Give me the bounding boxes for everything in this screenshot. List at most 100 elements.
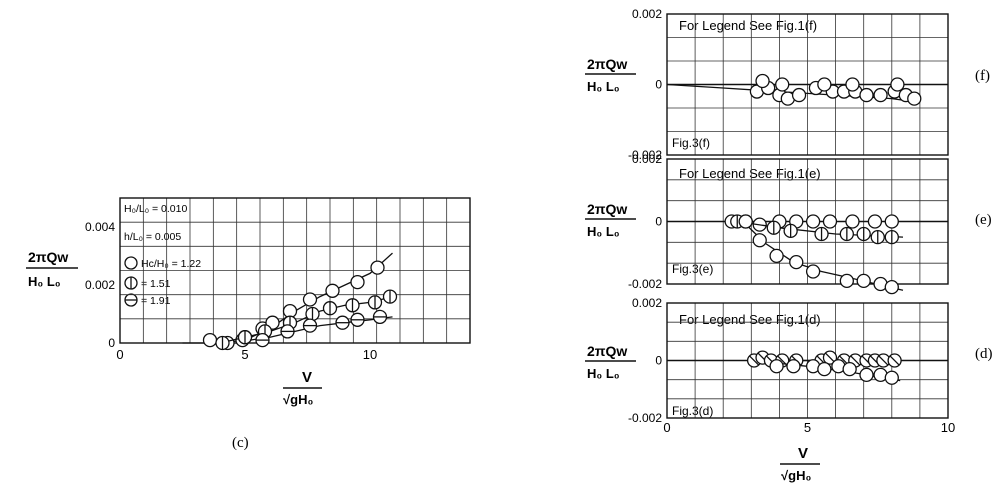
- panel-c-legend: H₀/L₀ = 0.010 h/L₀ = 0.005 Hc/H₀ = 1.22 = 1…: [121, 199, 207, 317]
- y-tick-label: 0.002: [85, 278, 115, 292]
- panel-f-ylabel-num: 2πQw: [587, 56, 627, 72]
- data-point: [766, 220, 781, 235]
- panel-f: 2πQw H₀ L₀ (f) For Legend See Fig.1(f) F…: [585, 18, 990, 150]
- data-point: [738, 214, 753, 229]
- data-point: [769, 359, 784, 374]
- data-point: [839, 226, 854, 242]
- data-point: [890, 77, 905, 92]
- y-tick-label: 0.002: [632, 7, 662, 21]
- panel-d-caption: (d): [975, 346, 993, 362]
- y-tick-label: 0: [655, 215, 662, 229]
- data-point: [783, 223, 798, 239]
- y-tick-label: 0.002: [632, 296, 662, 310]
- panel-d-ylabel-den: H₀ L₀: [587, 366, 620, 381]
- x-tick-label: 0: [116, 347, 123, 362]
- data-point: [382, 289, 398, 304]
- data-point: [817, 361, 832, 377]
- data-point: [873, 87, 888, 103]
- data-point: [345, 298, 360, 313]
- y-tick-label: 0.002: [632, 152, 662, 166]
- data-point: [255, 332, 270, 348]
- data-point: [350, 312, 365, 327]
- legend-entry: = 1.51: [141, 278, 171, 290]
- data-point: [789, 254, 804, 270]
- data-point: [870, 229, 885, 245]
- data-point: [325, 283, 340, 298]
- series-curve: [249, 316, 393, 341]
- data-point: [842, 361, 857, 377]
- data-point: [367, 295, 383, 310]
- data-point: [839, 273, 854, 289]
- data-point: [786, 359, 801, 374]
- panel-f-caption: (f): [975, 68, 990, 84]
- plot-f: -0.002 0 0.002: [628, 7, 949, 162]
- panel-c-caption: (c): [232, 435, 249, 451]
- data-point: [335, 315, 350, 330]
- data-point: [322, 301, 338, 316]
- panel-c-xlabel-den: √gH₀: [283, 392, 313, 407]
- panel-d-legend-note: For Legend See Fig.1(d): [679, 312, 821, 327]
- panel-c-ylabel-num: 2πQw: [28, 249, 68, 265]
- panel-e-ylabel-den: H₀ L₀: [587, 224, 620, 239]
- data-point: [817, 77, 832, 92]
- data-point: [856, 226, 871, 242]
- data-point: [302, 318, 318, 333]
- plot-e: -0.002 0 0.002: [628, 152, 949, 295]
- data-point: [884, 214, 899, 229]
- plot-c: 0 0.002 0.004 0 5 10: [85, 197, 471, 362]
- data-point: [755, 73, 770, 89]
- data-point: [859, 87, 874, 103]
- x-tick-label: 10: [363, 347, 377, 362]
- data-point: [856, 273, 871, 289]
- panel-e-inner-label: Fig.3(e): [672, 262, 713, 276]
- panel-e-legend-note: For Legend See Fig.1(e): [679, 166, 821, 181]
- y-tick-label: -0.002: [628, 411, 662, 425]
- panel-f-legend-note: For Legend See Fig.1(f): [679, 18, 817, 33]
- data-point: [350, 274, 365, 290]
- legend-entry: = 1.91: [141, 295, 171, 307]
- data-point: [884, 279, 899, 295]
- y-tick-label: -0.002: [628, 148, 662, 162]
- data-point: [884, 229, 899, 245]
- data-point: [867, 214, 883, 229]
- x-tick-label: 10: [941, 420, 955, 435]
- panel-e-ylabel-num: 2πQw: [587, 201, 627, 217]
- panel-c-ylabel-den: H₀ L₀: [28, 274, 61, 289]
- data-point: [822, 350, 838, 365]
- legend-entry: Hc/H₀ = 1.22: [141, 258, 201, 270]
- data-point: [859, 367, 874, 383]
- data-point: [845, 77, 860, 92]
- y-tick-label: -0.002: [628, 277, 662, 291]
- legend-entry: h/L₀ = 0.005: [124, 231, 181, 243]
- panel-d-ylabel-num: 2πQw: [587, 343, 627, 359]
- data-point: [305, 306, 320, 322]
- data-point: [370, 260, 385, 275]
- panel-f-ylabel-den: H₀ L₀: [587, 79, 620, 94]
- data-point: [769, 248, 784, 264]
- data-point: [302, 292, 318, 307]
- data-point: [884, 370, 899, 385]
- data-point: [876, 353, 891, 368]
- panel-e-caption: (e): [975, 212, 992, 228]
- data-point: [372, 309, 388, 325]
- panel-d: 2πQw H₀ L₀ (d) For Legend See Fig.1(d) F…: [585, 312, 993, 483]
- y-tick-label: 0: [655, 354, 662, 368]
- data-point: [822, 214, 838, 229]
- series-curve: [666, 83, 918, 103]
- data-point: [791, 87, 807, 103]
- data-point: [805, 214, 821, 229]
- panel-c: 2πQw H₀ L₀ V √gH₀ (c) H₀/L₀ = 0.010 h/L₀ …: [26, 199, 322, 451]
- panel-e: 2πQw H₀ L₀ (e) For Legend See Fig.1(e) F…: [585, 166, 992, 276]
- y-tick-label: 0.004: [85, 220, 115, 234]
- data-point: [280, 324, 295, 339]
- x-tick-label: 5: [804, 420, 811, 435]
- data-point: [237, 330, 253, 345]
- data-point: [887, 353, 902, 368]
- y-tick-label: 0: [655, 78, 662, 92]
- panel-d-inner-label: Fig.3(d): [672, 404, 713, 418]
- data-point: [814, 226, 829, 242]
- data-point: [845, 214, 860, 229]
- data-point: [215, 335, 230, 351]
